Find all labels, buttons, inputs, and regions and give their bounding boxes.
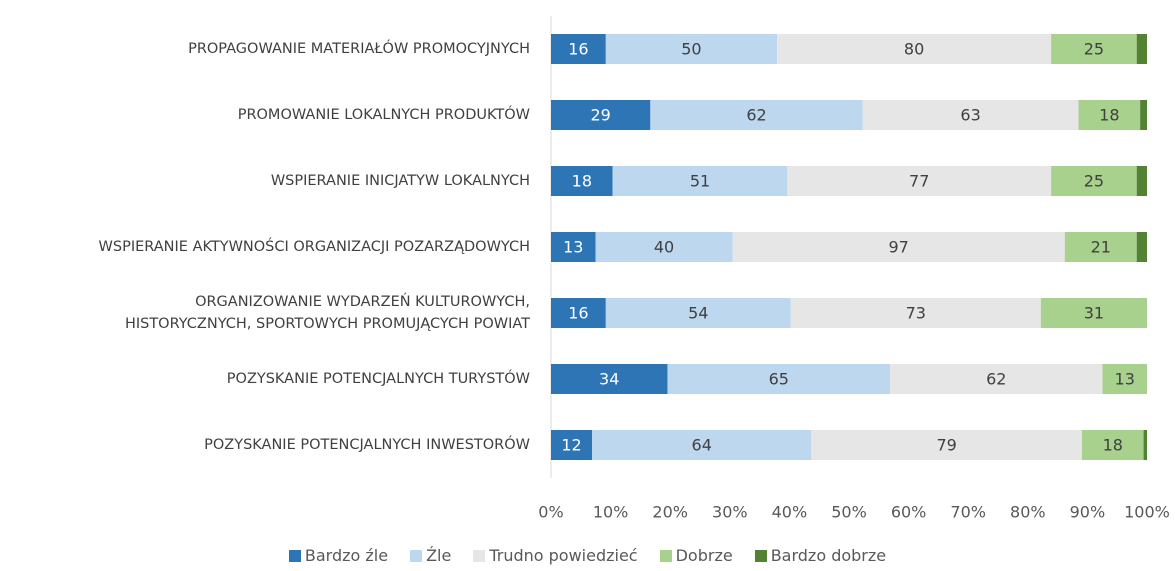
x-tick-label: 100% [1124,503,1170,522]
bar-segment [551,100,651,130]
bar-segment [551,364,668,394]
legend-label: Bardzo źle [304,546,389,565]
data-label: 77 [909,172,929,191]
bar-segment [650,100,863,130]
data-label: 18 [1099,106,1119,125]
data-label: 18 [572,172,592,191]
bar-segment [862,100,1079,130]
legend-label: Trudno powiedzieć [489,546,638,565]
data-label: 31 [1084,304,1104,323]
data-label: 62 [986,370,1006,389]
legend-label: Bardzo dobrze [770,546,887,565]
legend-item: Bardzo źle [288,546,389,565]
data-label: 79 [936,436,956,455]
x-tick-label: 10% [593,503,629,522]
x-tick-label: 80% [1010,503,1046,522]
bar-segment [595,232,733,262]
bar-segment [551,232,596,262]
data-label: 63 [960,106,980,125]
category-label: WSPIERANIE AKTYWNOŚCI ORGANIZACJI POZARZ… [98,239,530,255]
bar-segment [1143,430,1147,460]
data-label: 13 [563,238,583,257]
legend-item: Dobrze [659,546,733,565]
bar-segment [592,430,812,460]
data-label: 16 [568,40,588,59]
data-label: 51 [690,172,710,191]
data-label: 40 [654,238,674,257]
data-label: 50 [681,40,701,59]
data-label: 25 [1084,40,1104,59]
bar-segment [1136,34,1147,64]
legend-label: Źle [426,546,452,565]
legend-swatch [659,549,672,562]
bar-segment [612,166,788,196]
bar-segment [732,232,1065,262]
x-tick-label: 50% [831,503,867,522]
bar-segment [667,364,891,394]
legend-swatch [288,549,301,562]
bar-segment [1102,364,1147,394]
bar-segment [551,430,593,460]
legend-item: Źle [410,546,451,565]
category-label: PROPAGOWANIE MATERIAŁÓW PROMOCYJNYCH [188,41,530,57]
data-label: 21 [1091,238,1111,257]
category-label: POZYSKANIE POTENCJALNYCH INWESTORÓW [204,437,530,453]
bar-segment [551,166,613,196]
data-label: 25 [1084,172,1104,191]
bar-segment [787,166,1052,196]
bar-segment [605,298,791,328]
data-label: 18 [1103,436,1123,455]
x-tick-label: 60% [891,503,927,522]
bar-segment [1081,430,1144,460]
legend-label: Dobrze [675,546,733,565]
bar-segment [790,298,1041,328]
x-tick-label: 40% [772,503,808,522]
x-tick-label: 20% [652,503,688,522]
bar-segment [777,34,1052,64]
legend-item: Trudno powiedzieć [473,546,638,565]
bar-segment [1064,232,1137,262]
x-tick-label: 70% [950,503,986,522]
legend: Bardzo źle Źle Trudno powiedzieć Dobrze Bard… [0,546,1175,565]
category-label: WSPIERANIE INICJATYW LOKALNYCH [270,173,530,189]
legend-swatch [473,549,486,562]
bar-segment [811,430,1082,460]
data-label: 62 [746,106,766,125]
x-tick-label: 0% [538,503,563,522]
bar-segment [1051,166,1137,196]
data-label: 80 [904,40,924,59]
bar-segment [605,34,778,64]
data-label: 16 [568,304,588,323]
data-label: 73 [906,304,926,323]
bar-segment [890,364,1103,394]
bar-segment [551,298,606,328]
bar-segment [1078,100,1141,130]
legend-swatch [410,549,423,562]
bar-segment [1140,100,1147,130]
category-label: PROMOWANIE LOKALNYCH PRODUKTÓW [237,107,530,123]
data-label: 97 [888,238,908,257]
bar-segment [1136,232,1147,262]
data-label: 64 [692,436,712,455]
bar-segment [1136,166,1147,196]
data-label: 12 [561,436,581,455]
bar-segment [1051,34,1137,64]
bar-segment [551,34,606,64]
data-label: 13 [1115,370,1135,389]
data-label: 29 [590,106,610,125]
bar-segment [1040,298,1147,328]
data-label: 65 [769,370,789,389]
legend-item: Bardzo dobrze [754,546,887,565]
x-tick-label: 90% [1070,503,1106,522]
x-tick-label: 30% [712,503,748,522]
legend-swatch [754,549,767,562]
category-label: POZYSKANIE POTENCJALNYCH TURYSTÓW [226,371,530,387]
category-label: ORGANIZOWANIE WYDARZEŃ KULTUROWYCH, HIST… [124,294,530,332]
data-label: 34 [599,370,619,389]
data-label: 54 [688,304,708,323]
